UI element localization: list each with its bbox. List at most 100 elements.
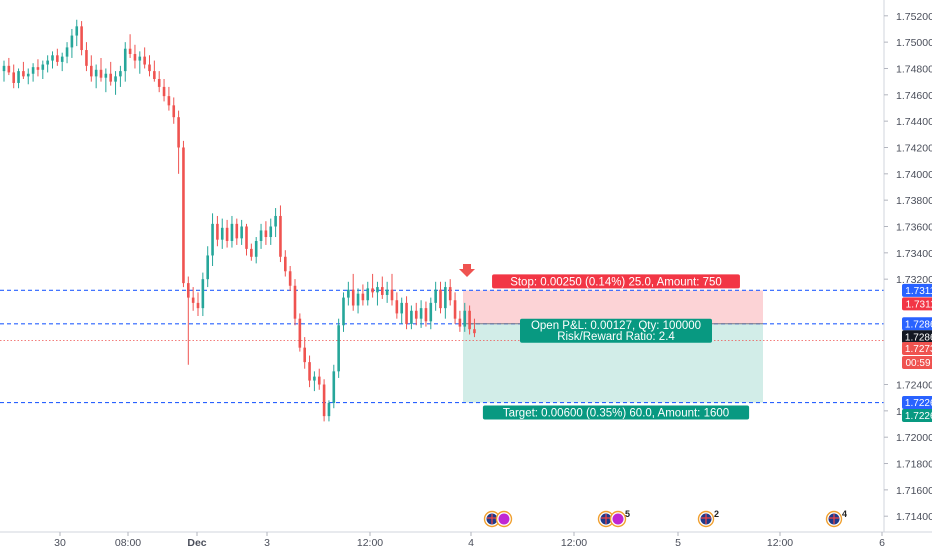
price-badge: 00:59	[902, 356, 932, 369]
candle	[41, 60, 45, 80]
candle	[85, 42, 88, 72]
y-tick-label: 1.71800	[896, 459, 932, 471]
stop-zone[interactable]	[463, 290, 763, 324]
economic-event-flag-icon[interactable]: 5	[597, 509, 631, 528]
candle-body	[284, 256, 287, 272]
flag-core	[612, 513, 624, 525]
candle-body	[385, 289, 389, 295]
candle	[75, 19, 79, 47]
x-tick-label: 3	[264, 537, 270, 549]
candle-body	[201, 279, 205, 309]
candle-body	[351, 289, 355, 306]
candle-body	[429, 302, 433, 322]
x-tick-label: 30	[54, 537, 66, 549]
candle	[269, 218, 273, 245]
x-tick-label: 12:00	[561, 537, 587, 549]
candle	[298, 313, 302, 352]
price-badge: 1.72261	[902, 409, 932, 422]
candle-body	[216, 223, 219, 240]
candle	[123, 42, 127, 82]
y-tick-label: 1.73400	[896, 248, 932, 260]
candle	[444, 281, 447, 319]
candle	[322, 379, 326, 422]
price-badge: 1.72861	[902, 330, 932, 343]
y-tick-label: 1.74000	[896, 169, 932, 181]
candle	[356, 288, 360, 314]
candle-body	[162, 86, 166, 97]
y-tick-label: 1.71600	[896, 485, 932, 497]
candle	[70, 28, 74, 58]
price-badge-bg	[902, 297, 932, 311]
candle	[288, 266, 292, 292]
economic-event-flag-icon[interactable]	[483, 510, 513, 528]
candle-body	[342, 297, 345, 326]
candle	[148, 55, 151, 77]
candle	[327, 400, 331, 422]
candle	[279, 205, 282, 263]
candle	[376, 281, 379, 306]
candle	[448, 279, 452, 306]
candle-body	[347, 289, 350, 298]
candle-body	[434, 289, 437, 303]
open-pnl-text: Open P&L: 0.00127, Qty: 100000	[531, 320, 701, 332]
candle	[274, 208, 277, 238]
y-tick-label: 1.73600	[896, 221, 932, 233]
candle-body	[99, 69, 103, 78]
candle	[410, 305, 413, 330]
candle-body	[288, 271, 292, 286]
candle	[414, 302, 418, 326]
candle	[177, 110, 180, 174]
candle-body	[458, 318, 462, 327]
stop-label[interactable]: Stop: 0.00250 (0.14%) 25.0, Amount: 750	[492, 274, 740, 289]
candle	[264, 221, 268, 245]
x-tick-label: 6	[879, 537, 885, 549]
candle	[424, 301, 428, 327]
candle	[119, 65, 122, 87]
candle-body	[293, 285, 297, 319]
candle-body	[254, 240, 258, 257]
y-tick-label: 1.74600	[896, 90, 932, 102]
candle	[26, 68, 30, 85]
short-arrow-icon	[459, 264, 475, 277]
candle-body	[109, 73, 112, 82]
candle	[347, 281, 350, 306]
candle-body	[361, 293, 365, 301]
candle-body	[439, 289, 442, 309]
candle-body	[453, 300, 457, 319]
candle-body	[143, 56, 146, 65]
candle	[153, 60, 156, 82]
candle-body	[94, 69, 98, 77]
flag-count: 5	[625, 509, 630, 519]
candle	[46, 55, 49, 73]
flag-core	[498, 513, 510, 525]
candle	[187, 276, 190, 365]
candle-body	[206, 255, 209, 280]
candle-body	[128, 48, 132, 54]
target-label[interactable]: Target: 0.00600 (0.35%) 60.0, Amount: 16…	[482, 405, 750, 420]
price-badge-bg	[902, 317, 932, 331]
economic-event-flag-icon[interactable]: 2	[697, 509, 720, 528]
candle-body	[46, 60, 49, 65]
open-pnl-label[interactable]: Open P&L: 0.00127, Qty: 100000Risk/Rewar…	[520, 318, 712, 343]
y-tick-label: 1.74200	[896, 142, 932, 154]
candle	[172, 97, 176, 124]
economic-event-flag-icon[interactable]: 4	[825, 509, 848, 528]
candle	[94, 64, 98, 89]
candle	[211, 213, 214, 266]
price-badge: 1.72734	[902, 342, 932, 355]
candle-body	[279, 215, 282, 257]
candle-body	[167, 96, 171, 106]
candle	[361, 284, 365, 306]
price-badge-bg	[902, 330, 932, 344]
candle-body	[70, 35, 74, 48]
candle	[36, 59, 40, 77]
candle-body	[220, 227, 224, 240]
candle	[196, 292, 200, 317]
candle	[143, 47, 146, 69]
y-tick-label: 1.75200	[896, 11, 932, 23]
x-tick-label: 5	[675, 537, 681, 549]
candle-body	[60, 56, 64, 62]
price-badge: 1.73111	[902, 297, 932, 310]
